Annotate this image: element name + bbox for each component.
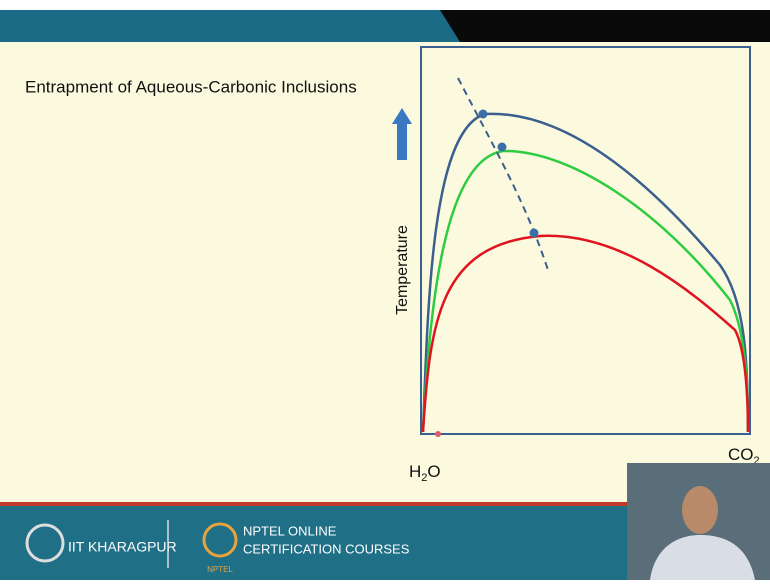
header-dark-corner (440, 10, 770, 42)
dashed-curve (457, 77, 549, 271)
up-arrow (392, 108, 412, 160)
red-curve (421, 234, 750, 433)
x-right-label: CO2 (728, 445, 760, 466)
point (478, 109, 488, 119)
y-axis-label: Temperature (394, 225, 411, 315)
blue-curve (421, 112, 750, 433)
slide-title: Entrapment of Aqueous-Carbonic Inclusion… (25, 77, 357, 96)
program-line-1: NPTEL ONLINE (243, 523, 337, 538)
plot-frame (420, 46, 751, 435)
presenter-body (650, 535, 755, 580)
top-strip (0, 0, 770, 10)
green-curve (421, 149, 750, 433)
point (497, 142, 507, 152)
point (529, 228, 539, 238)
nptel-logo (202, 522, 238, 558)
x-left-label: H2O (409, 462, 441, 483)
presenter-head (682, 486, 718, 534)
institute-name: IIT KHARAGPUR (68, 539, 177, 555)
cursor-dot (435, 431, 441, 437)
footer-rule (0, 502, 770, 506)
iit-logo (25, 523, 65, 563)
program-line-2: CERTIFICATION COURSES (243, 541, 410, 556)
nptel-logo-text: NPTEL (207, 565, 233, 574)
